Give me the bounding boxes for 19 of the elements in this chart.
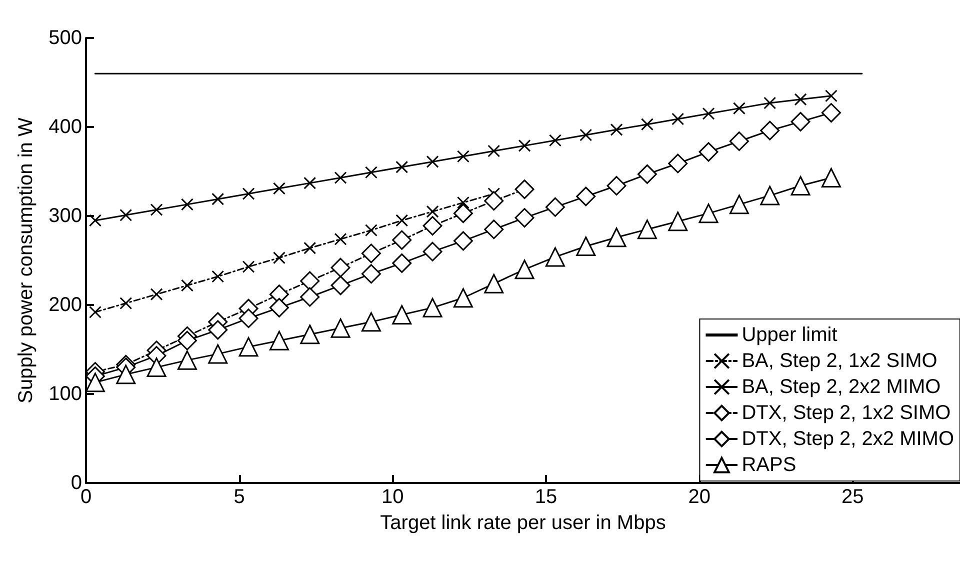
y-tick-label: 400 [48,116,82,138]
x-tick-label: 5 [234,486,245,508]
y-tick-label: 500 [48,27,82,49]
x-tick-label: 10 [382,486,404,508]
x-tick-label: 25 [842,486,864,508]
legend-label: BA, Step 2, 2x2 MIMO [742,376,941,398]
legend-label: DTX, Step 2, 2x2 MIMO [742,428,954,450]
legend-label: Upper limit [742,324,838,346]
y-tick-label: 300 [48,205,82,227]
y-tick-label: 200 [48,294,82,316]
x-tick-label: 20 [688,486,710,508]
x-tick-label: 15 [534,486,558,508]
legend-label: RAPS [742,454,796,476]
legend-label: DTX, Step 2, 1x2 SIMO [742,402,951,424]
y-tick-label: 0 [70,472,82,494]
x-axis-title: Target link rate per user in Mbps [380,512,666,534]
y-tick-label: 100 [48,383,82,405]
y-axis-title: Supply power consumption in W [15,118,37,404]
legend-label: BA, Step 2, 1x2 SIMO [742,350,938,372]
